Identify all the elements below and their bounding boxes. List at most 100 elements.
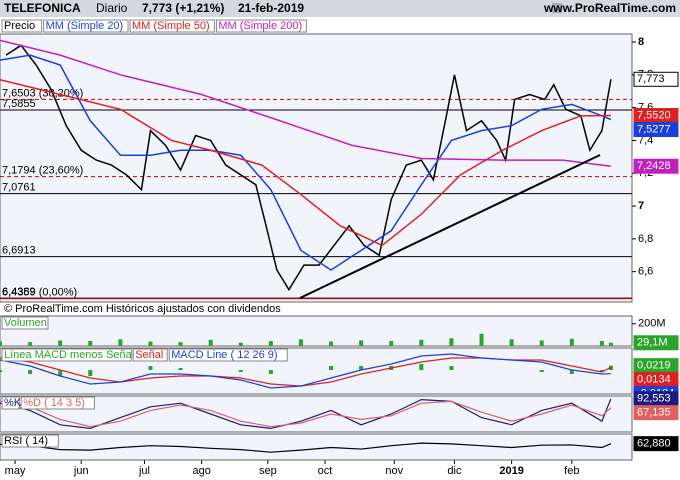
header-bar [0,0,680,17]
legend-entry: %D ( 14 3 5) [23,397,85,409]
series-line [0,442,612,453]
bar [88,341,93,346]
bar [608,342,613,346]
legend-box [1,19,43,33]
bar [58,340,63,346]
legend-entry: MM (Simple 50) [132,20,210,32]
bar [88,370,93,376]
bar [509,339,514,346]
x-tick-label: nov [385,465,403,477]
bar [0,370,2,372]
bar [208,339,213,346]
bar [479,333,484,346]
last-value-label: 7,5520 [637,109,671,121]
legend-box [1,396,20,410]
legend-entry: Línea MACD menos Señal [4,349,134,361]
site: www.ProRealTime.com [543,1,676,15]
trend-line [299,154,601,299]
date: 21-feb-2019 [238,1,304,15]
legend-box [1,316,49,330]
bar [419,364,424,370]
level-label: 6,4389 [2,286,36,298]
series-line [5,44,612,292]
bar [118,339,123,346]
symbol: TELEFONICA [4,1,81,15]
last-price: 7,773 (+1,21%) [142,1,224,15]
series-line [0,79,611,247]
bar [389,341,394,346]
bar [599,370,604,372]
legend-entry: Precio [4,20,35,32]
level-label: 6,4359 (0,00%) [2,286,77,298]
footer: © ProRealTime.com Históricos ajustados c… [4,303,281,315]
bar [268,370,273,374]
bar [28,370,33,374]
plot-area [0,395,633,433]
bar [569,338,574,346]
y-tick-label: 6,6 [638,266,653,278]
period: Diario [96,1,128,15]
bar [148,366,153,370]
series-line [0,400,612,428]
series-line [0,357,612,387]
plot-area [0,315,633,347]
level-label: 6,6913 [2,245,36,257]
bar [238,370,243,372]
legend-box [1,348,132,362]
last-value-label: 7,2428 [637,160,671,172]
bar [329,366,334,370]
y-tick-label: 6,8 [638,233,653,245]
panel-title: Volumen [4,317,47,329]
last-value-label: 7,5277 [637,123,671,135]
last-value-label: 67,135 [637,407,671,419]
plot-area [0,433,633,461]
last-value-box [633,436,679,452]
x-tick-label: oct [318,465,333,477]
level-label: 7,5855 [2,98,36,110]
bar [359,340,364,346]
series-line [0,54,612,271]
x-tick-label: may [5,465,26,477]
bar [148,341,153,346]
bar [329,341,334,346]
bar [268,341,273,346]
bar [539,340,544,346]
legend-entry: Señal [135,349,163,361]
x-tick-label: jul [138,465,150,477]
bar [599,341,604,346]
y-tick-label: 200M [638,318,666,330]
legend-entry: %K [4,397,22,409]
level-label: 7,6503 (38,20%) [2,87,83,99]
last-value-label: 92,553 [637,393,671,405]
y-tick-label: 7 [638,200,644,212]
legend-box [168,348,288,362]
bar [569,370,574,374]
legend-box [20,396,95,410]
level-label: 7,0761 [2,181,36,193]
last-value-box [633,405,679,421]
bar [359,366,364,370]
x-tick-label: feb [564,465,579,477]
legend-entry: RSI ( 14) [4,435,48,447]
legend-box [129,19,215,33]
last-value-box [633,122,679,138]
series-line [0,39,612,167]
legend-box [132,348,168,362]
last-value-label: 0,0219 [637,360,671,372]
bar [298,339,303,346]
last-value-label: 62,880 [637,438,671,450]
bar [178,368,183,370]
x-tick-label: jun [73,465,89,477]
x-tick-label: ago [192,465,210,477]
icon[interactable] [552,3,562,13]
last-value-box [633,71,679,87]
legend-entry: MM (Simple 200) [218,20,302,32]
last-value-label: 0,0134 [637,374,671,386]
legend-box [43,19,129,33]
bar [539,370,544,372]
y-tick-label: 7,4 [638,134,653,146]
x-tick-label: sep [259,465,277,477]
bar [28,342,33,346]
